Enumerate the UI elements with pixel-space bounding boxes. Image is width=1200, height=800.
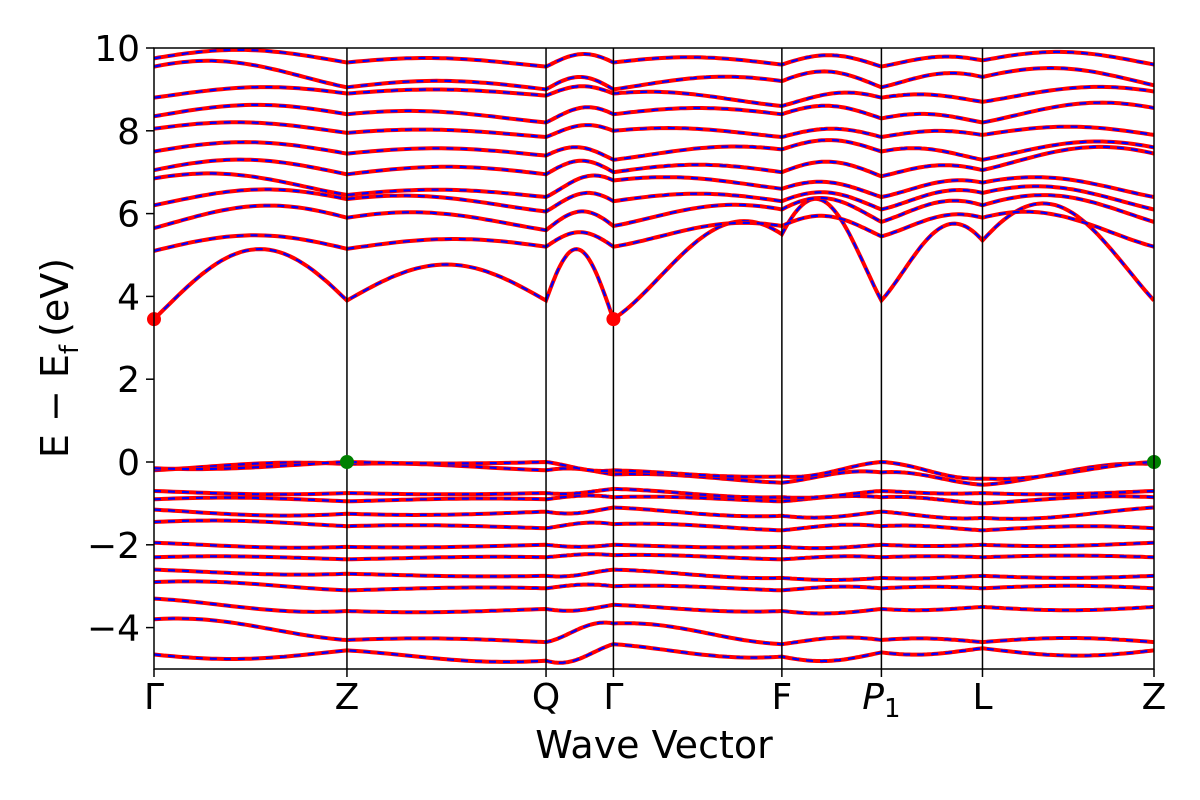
y-tick-label: 6 <box>117 195 140 236</box>
band-line-red <box>154 58 1154 92</box>
x-tick-label: Z <box>1142 677 1167 718</box>
band-line-blue-dashed <box>154 643 1154 664</box>
plot-frame <box>153 47 1155 670</box>
x-tick-label-main: Z <box>1142 677 1167 718</box>
band-line-red <box>154 567 1154 582</box>
band-line-blue-dashed <box>154 194 1154 232</box>
band-line-blue-dashed <box>154 487 1154 499</box>
band-line-blue-dashed <box>154 101 1154 124</box>
x-tick-label: L <box>972 677 992 718</box>
band-line-red <box>154 518 1154 533</box>
y-tick-label: 10 <box>94 29 140 70</box>
y-axis-title-unit: (eV) <box>33 258 77 337</box>
band-line-blue-dashed <box>154 145 1154 178</box>
y-tick-label: 2 <box>117 360 140 401</box>
band-line-blue-dashed <box>154 48 1154 68</box>
cbm-marker <box>606 312 621 327</box>
band-line-blue-dashed <box>154 185 1154 213</box>
band-line-blue-dashed <box>154 197 1154 321</box>
band-line-blue-dashed <box>154 580 1154 592</box>
band-line-red <box>154 138 1154 162</box>
band-line-blue-dashed <box>154 494 1154 505</box>
x-tick-label-main: Γ <box>144 677 164 718</box>
y-axis-ticks: −4 −2 0 2 4 6 8 10 <box>87 29 154 650</box>
band-line-blue-dashed <box>154 553 1154 561</box>
high-symmetry-lines <box>346 48 984 669</box>
band-line-blue-dashed <box>154 210 1154 252</box>
band-line-blue-dashed <box>154 568 1154 582</box>
band-line-blue-dashed <box>154 519 1154 532</box>
y-tick-label: 4 <box>117 277 140 318</box>
band-line-red <box>154 642 1154 665</box>
band-line-red <box>154 505 1154 521</box>
band-lines <box>154 48 1154 665</box>
band-line-blue-dashed <box>154 617 1154 646</box>
band-line-red <box>154 596 1154 616</box>
x-axis-ticks: Γ Z Q Γ F P1 L Z <box>144 669 1166 724</box>
y-axis-title: E − Ef (eV) <box>33 258 85 458</box>
band-line-blue-dashed <box>154 460 1154 480</box>
band-line-red <box>154 579 1154 593</box>
y-axis-title-main: E − E <box>33 354 77 458</box>
x-tick-label-subscript: 1 <box>884 694 901 724</box>
band-edge-markers <box>147 312 1161 469</box>
band-line-blue-dashed <box>154 139 1154 161</box>
y-tick-label: −4 <box>87 609 140 650</box>
x-tick-label-main: Q <box>532 677 560 718</box>
x-tick-label: Γ <box>603 677 623 718</box>
band-line-blue-dashed <box>154 597 1154 615</box>
band-line-red <box>154 120 1154 140</box>
x-tick-label: P1 <box>862 677 900 724</box>
x-tick-label: F <box>772 677 793 718</box>
band-line-red <box>154 540 1154 551</box>
x-tick-label-main: P <box>862 677 884 718</box>
band-line-red <box>154 144 1154 179</box>
x-axis-title: Wave Vector <box>535 723 773 767</box>
band-line-red <box>154 493 1154 506</box>
band-line-blue-dashed <box>154 506 1154 521</box>
x-tick-label-main: Γ <box>603 677 623 718</box>
x-tick-label: Γ <box>144 677 164 718</box>
x-tick-label-main: L <box>972 677 992 718</box>
x-tick-label-main: F <box>772 677 793 718</box>
y-axis-title-subscript: f <box>55 344 85 354</box>
y-tick-label: 0 <box>117 443 140 484</box>
y-tick-label: −2 <box>87 526 140 567</box>
vbm-marker <box>339 455 354 469</box>
band-line-blue-dashed <box>154 59 1154 91</box>
band-line-red <box>154 84 1154 109</box>
band-line-blue-dashed <box>154 172 1154 199</box>
band-line-red <box>154 100 1154 125</box>
band-line-blue-dashed <box>154 541 1154 550</box>
band-line-blue-dashed <box>154 121 1154 139</box>
band-line-red <box>154 459 1154 481</box>
y-tick-label: 8 <box>117 112 140 153</box>
band-line-blue-dashed <box>154 85 1154 108</box>
x-tick-label: Z <box>335 677 360 718</box>
x-tick-label-main: Z <box>335 677 360 718</box>
band-line-red <box>154 552 1154 562</box>
x-tick-label: Q <box>532 677 560 718</box>
